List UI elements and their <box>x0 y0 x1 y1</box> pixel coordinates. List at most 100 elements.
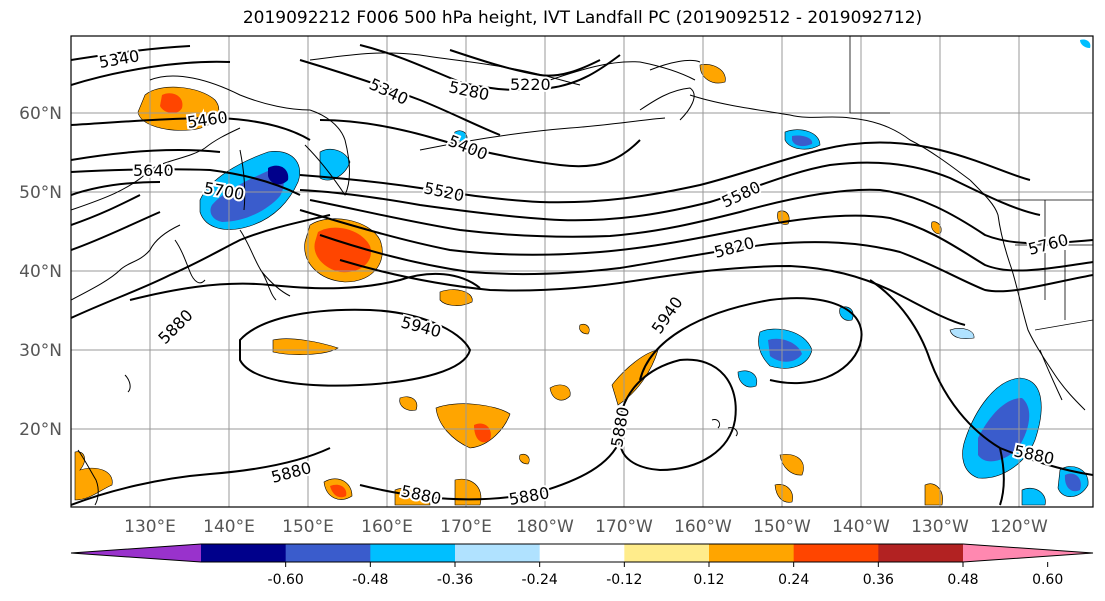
anomaly-patch <box>549 384 571 401</box>
contour-5340-w <box>71 45 191 61</box>
okhotsk-coast <box>149 75 311 111</box>
lon-label: 120°W <box>990 517 1048 537</box>
anomaly-patch <box>779 454 804 476</box>
colorbar-swatch <box>201 544 287 562</box>
lon-label: 140°W <box>832 517 890 537</box>
contour-5520-w <box>71 181 161 196</box>
contour-5520 <box>299 141 1031 204</box>
anomaly-patch <box>319 149 351 181</box>
contour-5640-e <box>309 188 1093 245</box>
anomaly-patch <box>435 403 511 449</box>
anomaly-patch <box>268 165 289 185</box>
colorbar: -0.60 -0.48 -0.36 -0.24 -0.12 0.12 0.24 0.36 0.4… <box>70 543 1094 588</box>
anomaly-patch <box>272 338 339 355</box>
anomaly-patch <box>737 370 758 388</box>
anomaly-patch <box>978 398 1030 462</box>
contour-label: 5220 <box>510 75 551 94</box>
us-west-coast <box>1011 269 1086 411</box>
colorbar-tick-label: -0.24 <box>522 572 558 588</box>
lon-label: 180°W <box>516 517 574 537</box>
border-us-mexico <box>1034 319 1093 331</box>
lon-label: 130°E <box>124 517 176 537</box>
contour-5700 <box>299 209 1093 272</box>
contour-5760 <box>71 194 141 226</box>
border-us-states <box>1015 200 1093 320</box>
trough-5340 <box>299 59 501 136</box>
lat-label: 50°N <box>19 183 62 203</box>
political-borders <box>849 36 1093 331</box>
anomaly-patch <box>839 306 854 321</box>
lon-label: 170°E <box>440 517 492 537</box>
lon-label: 140°E <box>203 517 255 537</box>
contour-5460 <box>71 116 311 141</box>
contour-5880-ring <box>618 358 737 472</box>
colorbar-tick-label: 0.48 <box>947 572 978 588</box>
bc-coast <box>969 179 1013 271</box>
hawaii <box>711 419 738 437</box>
colorbar-extend-low <box>71 544 201 562</box>
colorbar-tick-label: -0.12 <box>606 572 642 588</box>
contour-5580 <box>299 161 1041 222</box>
anomaly-patch <box>394 487 431 506</box>
colorbar-tick-label: 0.12 <box>693 572 724 588</box>
colorbar-swatch <box>709 544 795 562</box>
colorbar-outline <box>70 543 1094 563</box>
colorbar-swatch <box>455 544 541 562</box>
colorbar-swatch <box>285 544 371 562</box>
anomaly-patch <box>330 484 347 498</box>
chukotka <box>549 61 696 81</box>
lat-label: 30°N <box>19 341 62 361</box>
contour-5880-bottom <box>999 447 1005 506</box>
lon-label: 150°W <box>753 517 811 537</box>
latitude-labels: 60°N 50°N 40°N 30°N 20°N <box>19 104 62 440</box>
map-title: 2019092212 F006 500 hPa height, IVT Land… <box>242 8 923 28</box>
anomaly-patch <box>1064 473 1081 492</box>
coast-asia <box>71 127 241 211</box>
philippines <box>77 449 99 506</box>
anomaly-patch <box>399 396 418 411</box>
colorbar-extend-high <box>963 544 1093 562</box>
japan <box>239 229 291 301</box>
contour-5760-e <box>319 234 1093 293</box>
lon-label: 170°W <box>595 517 653 537</box>
trough-5400 <box>319 119 641 168</box>
lon-label: 150°E <box>282 517 334 537</box>
colorbar-swatch <box>624 544 710 562</box>
taiwan <box>124 374 131 393</box>
anomaly-patch <box>579 323 590 335</box>
contour-5880-hawaii <box>869 279 1093 476</box>
border-alaska-canada <box>849 36 890 114</box>
colorbar-swatch <box>539 544 625 562</box>
anomaly-patch <box>474 423 491 443</box>
baja <box>1039 349 1063 401</box>
anomaly-patch <box>439 289 473 306</box>
anomaly-patch <box>1021 487 1046 506</box>
alaska-south <box>689 94 971 181</box>
map-frame <box>70 35 1094 508</box>
contour-label: 5640 <box>133 161 174 180</box>
contour-5940-closed <box>239 308 472 387</box>
anomaly-patch <box>519 453 530 465</box>
contour-5940-east <box>639 297 863 385</box>
aleutians <box>419 117 666 151</box>
graticule <box>71 36 1093 507</box>
contour-5820-e <box>339 259 966 326</box>
contour-5400-w <box>71 60 231 86</box>
colorbar-tick-label: -0.36 <box>437 572 473 588</box>
lat-label: 20°N <box>19 420 62 440</box>
colorbar-swatch <box>370 544 456 562</box>
trough-5280 <box>359 44 621 91</box>
contour-5640 <box>71 168 301 196</box>
anomaly-patch <box>774 484 793 503</box>
anomaly-patch <box>1080 39 1091 48</box>
lon-label: 160°E <box>361 517 413 537</box>
anomaly-patch <box>949 328 975 340</box>
contour-5880-se <box>359 439 621 501</box>
lat-label: 60°N <box>19 104 62 124</box>
alaska-west <box>639 59 701 121</box>
colorbar-swatch <box>878 544 964 562</box>
ridge-5880 <box>129 272 481 301</box>
contour-5580-north <box>71 149 221 161</box>
lon-label: 160°W <box>674 517 732 537</box>
